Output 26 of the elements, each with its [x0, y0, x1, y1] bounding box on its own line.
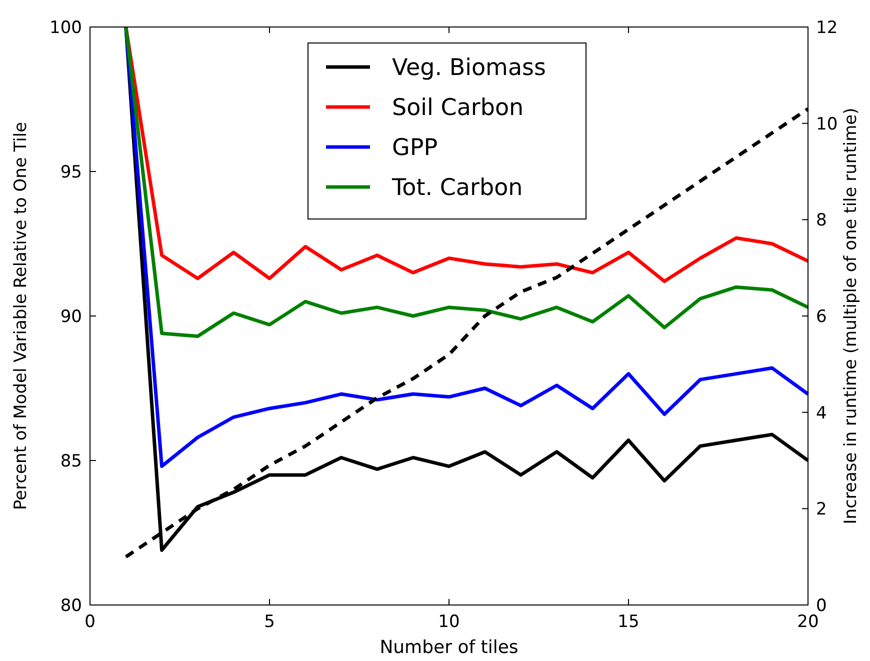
y-tick-label: 85 [60, 452, 82, 472]
y-axis-title: Percent of Model Variable Relative to One Tile [11, 122, 31, 510]
legend-label: GPP [392, 135, 438, 161]
x-tick-label: 15 [618, 612, 640, 632]
y2-tick-label: 6 [816, 307, 827, 327]
y-tick-label: 95 [60, 162, 82, 182]
y-tick-label: 80 [60, 596, 82, 616]
y2-tick-label: 12 [816, 18, 838, 38]
x-tick-label: 0 [84, 612, 96, 632]
x-axis-title: Number of tiles [380, 637, 518, 658]
y-tick-label: 90 [60, 307, 82, 327]
y2-tick-label: 10 [816, 114, 838, 134]
y2-axis-title: Increase in runtime (multiple of one tile runtime) [841, 108, 861, 524]
y2-tick-label: 0 [816, 596, 827, 616]
legend-label: Veg. Biomass [392, 55, 546, 81]
legend-label: Tot. Carbon [391, 175, 523, 201]
x-tick-label: 20 [797, 612, 819, 632]
y-tick-label: 100 [50, 18, 82, 38]
line-series [124, 25, 810, 468]
legend-label: Soil Carbon [392, 95, 524, 121]
x-tick-label: 5 [264, 612, 275, 632]
x-tick-label: 10 [438, 612, 460, 632]
y2-tick-label: 2 [816, 500, 827, 520]
line-series [124, 25, 810, 338]
y2-tick-label: 4 [816, 403, 827, 424]
y2-tick-label: 8 [816, 210, 827, 231]
